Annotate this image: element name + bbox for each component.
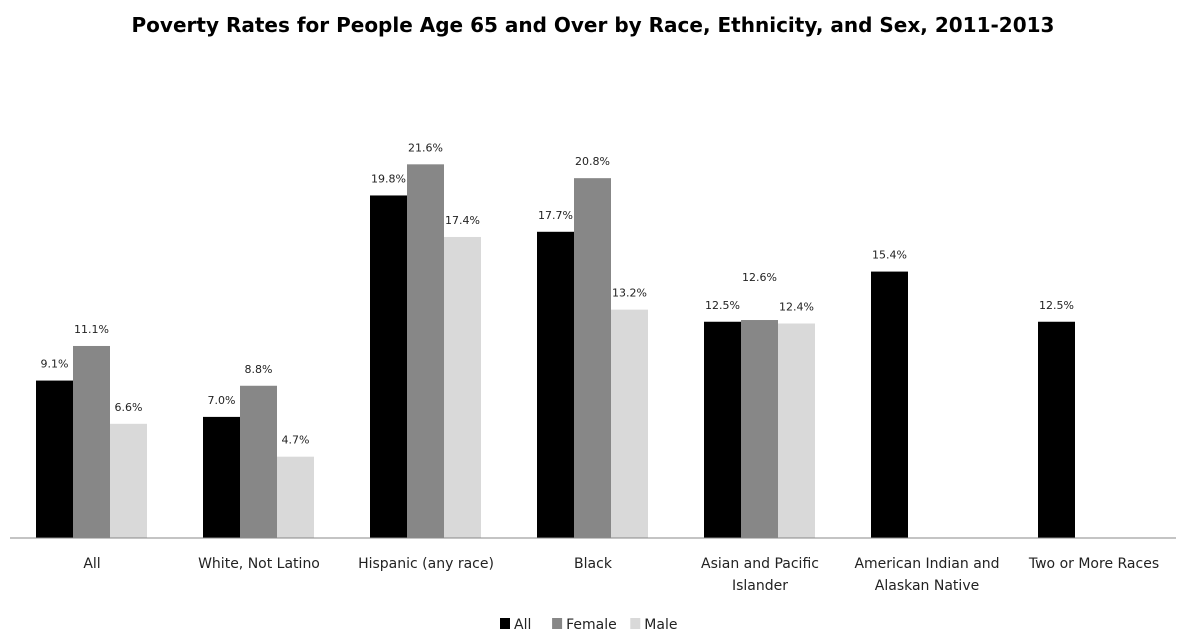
value-label-male-all: 6.6%	[115, 401, 143, 414]
value-label-male-hispanic-any-race: 17.4%	[445, 214, 480, 227]
category-label-two-or-more-races: Two or More Races	[1028, 556, 1159, 572]
bar-male-black	[611, 309, 648, 538]
category-label-american-indian-and-alaskan-native: American Indian and Alaskan Native	[854, 556, 999, 594]
value-label-all-hispanic-any-race: 19.8%	[371, 172, 406, 185]
bar-male-all	[110, 423, 147, 538]
bar-female-all	[73, 345, 110, 538]
legend-swatch-all	[500, 618, 510, 629]
value-label-all-two-or-more-races: 12.5%	[1039, 299, 1074, 312]
value-label-all-american-indian-and-alaskan-native: 15.4%	[872, 249, 907, 262]
category-label-white-not-latino: White, Not Latino	[198, 556, 320, 572]
bar-all-white-not-latino	[203, 416, 240, 538]
bar-all-hispanic-any-race	[370, 195, 407, 538]
legend-swatch-female	[552, 618, 563, 629]
value-label-female-asian-and-pacific-islander: 12.6%	[742, 271, 777, 284]
legend-label-all: All	[514, 617, 531, 632]
category-label-all: All	[83, 556, 100, 572]
value-label-male-black: 13.2%	[612, 287, 647, 300]
category-label-black: Black	[574, 556, 613, 572]
bar-male-white-not-latino	[277, 456, 314, 538]
value-label-male-white-not-latino: 4.7%	[282, 434, 310, 447]
bar-male-asian-and-pacific-islander	[778, 323, 815, 538]
value-label-all-white-not-latino: 7.0%	[208, 394, 236, 407]
bar-female-asian-and-pacific-islander	[741, 320, 778, 538]
value-label-female-white-not-latino: 8.8%	[245, 363, 273, 376]
category-labels-layer: All White, Not Latino Hispanic (any race) B…	[83, 556, 1159, 594]
bar-all-american-indian-and-alaskan-native	[871, 271, 908, 538]
value-label-female-hispanic-any-race: 21.6%	[408, 141, 443, 154]
bar-all-all	[36, 380, 73, 538]
bar-female-white-not-latino	[240, 385, 277, 538]
bar-all-two-or-more-races	[1038, 321, 1075, 538]
value-label-male-asian-and-pacific-islander: 12.4%	[779, 300, 814, 313]
chart-title: Poverty Rates for People Age 65 and Over…	[131, 13, 1055, 37]
legend: All Female Male	[500, 617, 677, 632]
category-label-asian-and-pacific-islander: Asian and Pacific Islander	[701, 556, 819, 594]
bar-female-black	[574, 178, 611, 538]
category-label-hispanic-any-race: Hispanic (any race)	[358, 556, 494, 572]
bar-all-asian-and-pacific-islander	[704, 321, 741, 538]
bar-female-hispanic-any-race	[407, 164, 444, 538]
value-label-all-black: 17.7%	[538, 209, 573, 222]
bar-all-black	[537, 231, 574, 539]
value-label-all-asian-and-pacific-islander: 12.5%	[705, 299, 740, 312]
bars-layer	[36, 164, 1075, 539]
legend-label-male: Male	[644, 617, 677, 632]
legend-swatch-male	[630, 618, 641, 629]
legend-label-female: Female	[566, 617, 617, 632]
value-label-female-all: 11.1%	[74, 323, 109, 336]
bar-male-hispanic-any-race	[444, 236, 481, 539]
value-label-all-all: 9.1%	[41, 358, 69, 371]
value-labels-layer: 9.1% 11.1% 6.6% 7.0% 8.8% 4.7% 19.8% 21.6% 17.4%…	[41, 141, 1074, 446]
value-label-female-black: 20.8%	[575, 155, 610, 168]
